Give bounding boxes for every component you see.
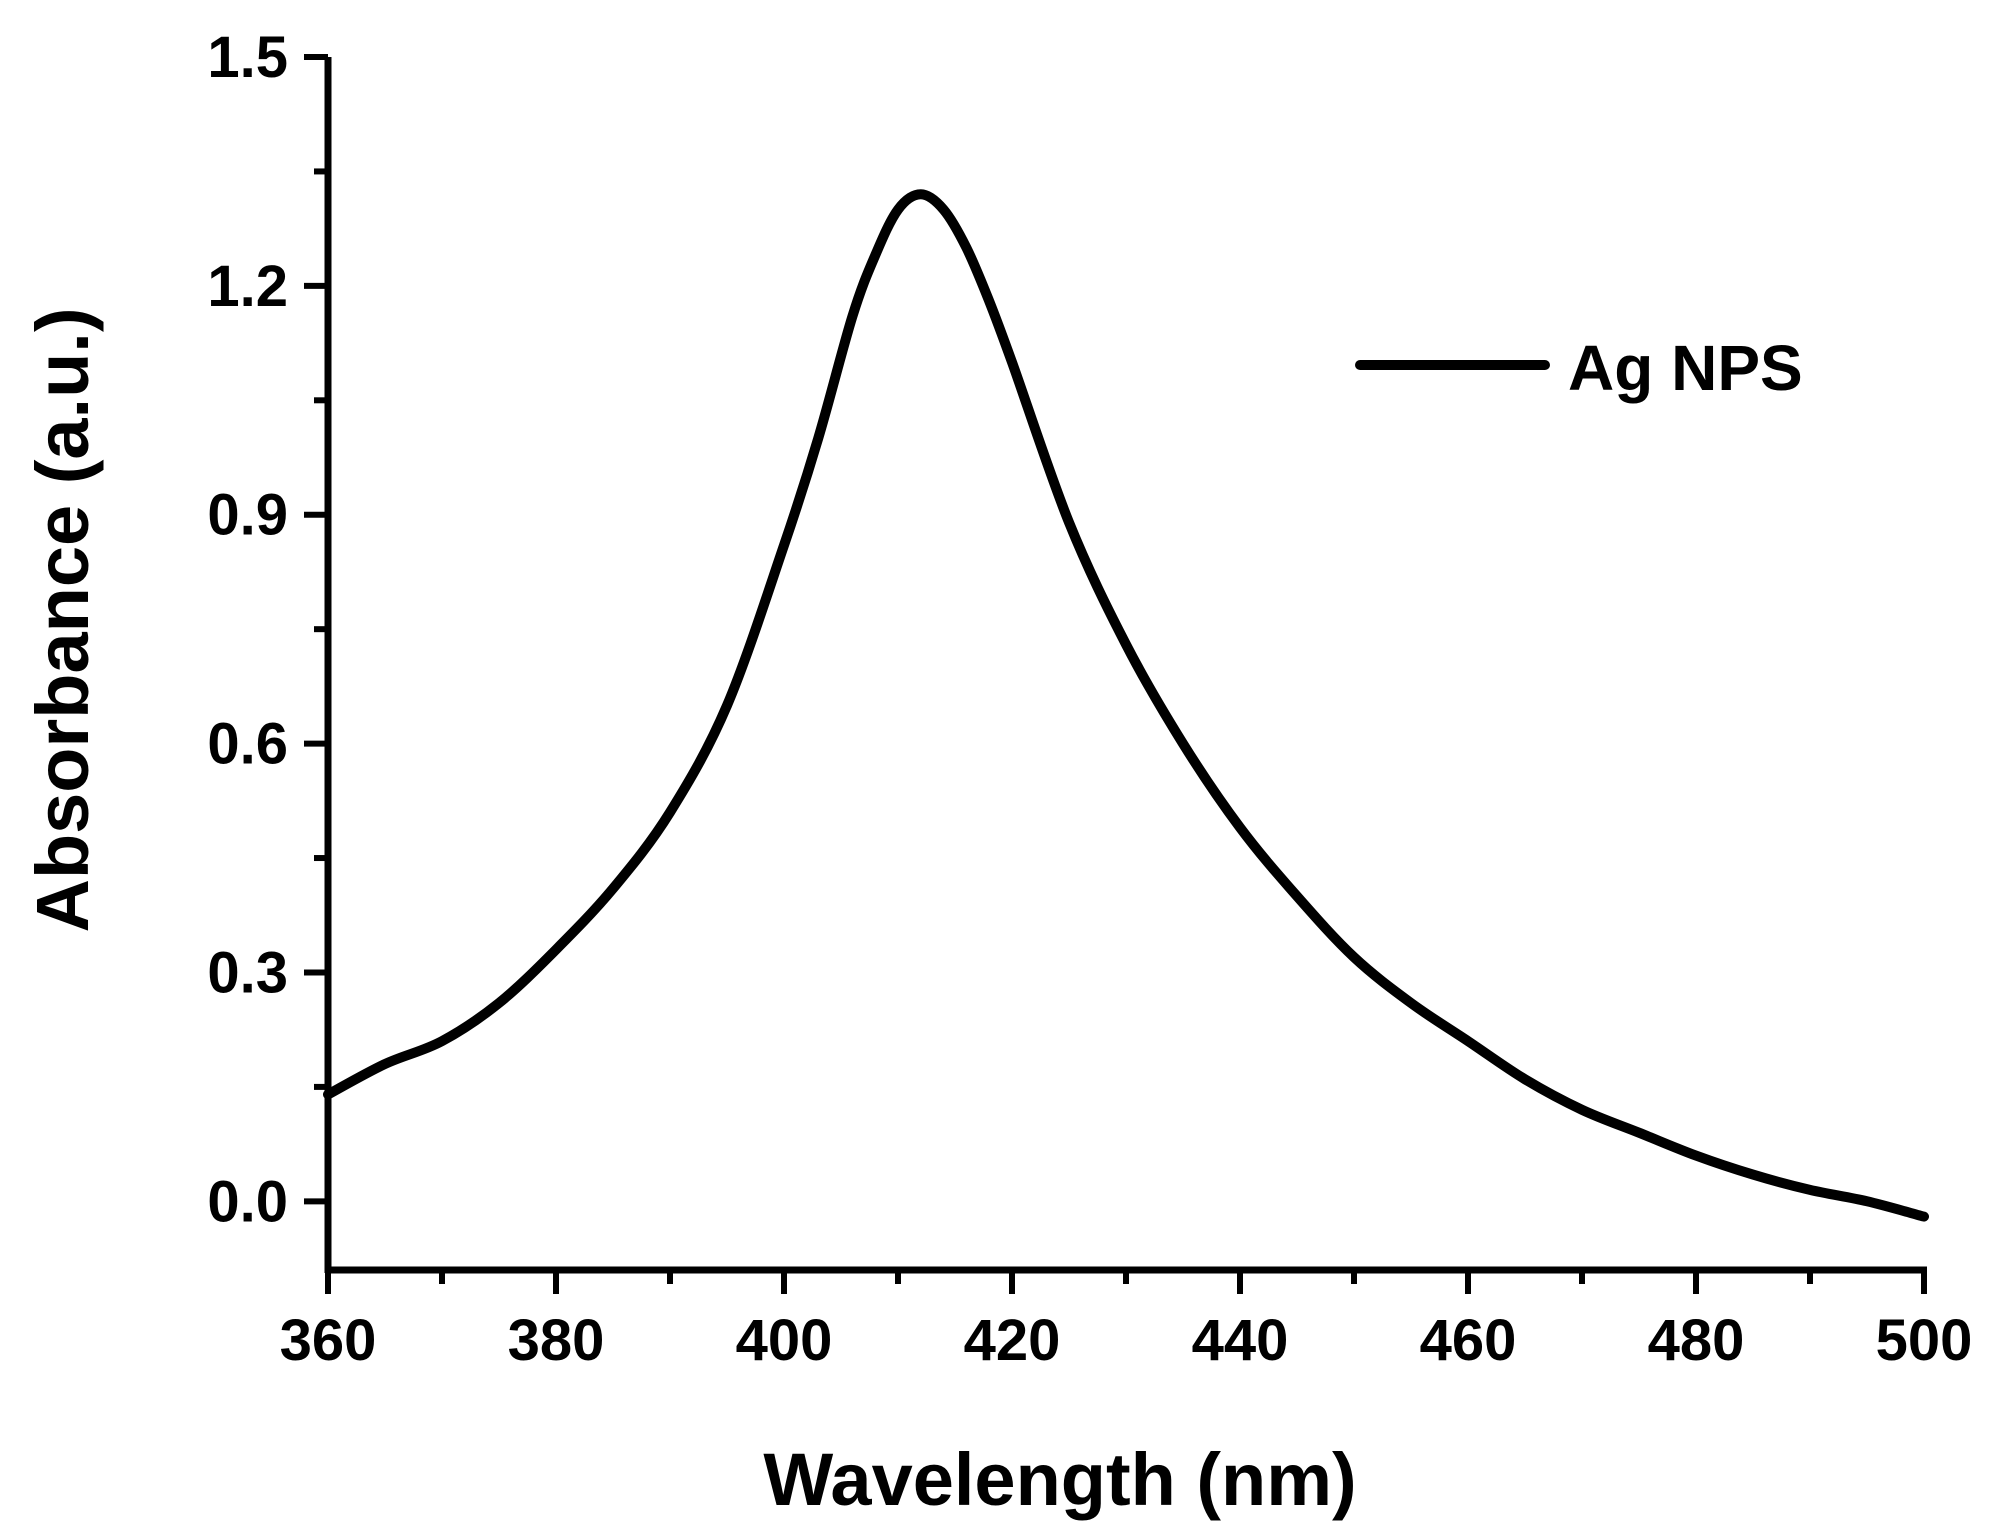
series-group [323, 189, 1929, 1222]
legend-label: Ag NPS [1568, 332, 1803, 404]
legend: Ag NPS [1355, 332, 1803, 404]
x-tick-label: 360 [280, 1308, 377, 1373]
axes [324, 57, 1927, 1274]
x-tick-label: 400 [736, 1308, 833, 1373]
x-ticks: 360 380 400 420 440 460 480 500 [280, 1270, 1973, 1373]
y-tick-label: 1.2 [207, 254, 288, 319]
y-tick-label: 0.6 [207, 712, 288, 777]
y-tick-label: 1.5 [207, 25, 288, 90]
x-tick-label: 380 [508, 1308, 605, 1373]
x-tick-label: 440 [1192, 1308, 1289, 1373]
x-tick-label: 420 [964, 1308, 1061, 1373]
y-tick-label: 0.3 [207, 940, 288, 1005]
y-tick-label: 0.9 [207, 483, 288, 548]
series-line-ag-nps [323, 189, 1929, 1222]
x-tick-label: 480 [1648, 1308, 1745, 1373]
y-tick-label: 0.0 [207, 1169, 288, 1234]
x-axis-title: Wavelength (nm) [763, 1438, 1356, 1521]
y-ticks: 0.0 0.3 0.6 0.9 1.2 1.5 [207, 25, 328, 1234]
x-tick-label: 500 [1876, 1308, 1973, 1373]
y-axis-title: Absorbance (a.u.) [21, 308, 104, 933]
x-tick-label: 460 [1420, 1308, 1517, 1373]
